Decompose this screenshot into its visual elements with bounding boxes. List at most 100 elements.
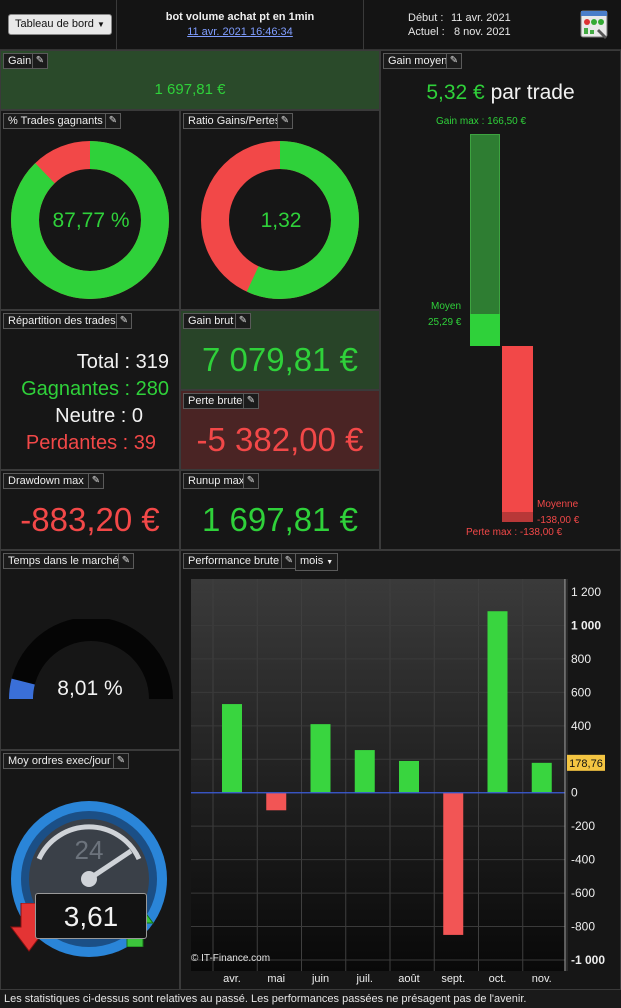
- last-value-marker: [567, 754, 605, 771]
- donut-gain-arc: [201, 141, 359, 299]
- wrench-icon[interactable]: ✎: [446, 53, 462, 69]
- neutral-value: 0: [131, 405, 143, 427]
- divider: [116, 0, 117, 50]
- wrench-icon[interactable]: ✎: [116, 313, 132, 329]
- last-value-label: 178,76: [569, 758, 603, 770]
- ratio-title: Ratio Gains/Pertes: [183, 113, 286, 129]
- bar: [531, 762, 552, 793]
- avg-gain-label: Moyen: [431, 301, 462, 312]
- orders-value-box: [35, 893, 147, 939]
- average-gain-suffix: par trade: [490, 81, 575, 104]
- period-select[interactable]: mois ▼: [295, 553, 339, 571]
- win-rate-value: 87,77 %: [52, 209, 130, 232]
- dashboard-settings-icon[interactable]: [580, 9, 610, 41]
- chevron-down-icon: ▼: [326, 559, 334, 566]
- bar: [487, 611, 508, 793]
- winners-label: Gagnantes :: [21, 378, 131, 400]
- runup-value: 1 697,81 €: [202, 501, 358, 538]
- drawdown-title: Drawdown max: [3, 473, 89, 489]
- ratio-value: 1,32: [260, 209, 302, 232]
- avg-gain-value: 25,29 €: [428, 317, 462, 328]
- distribution-title: Répartition des trades: [3, 313, 121, 329]
- bar: [222, 704, 242, 793]
- performance-title: Performance brute: [183, 553, 285, 569]
- gross-loss-value: -5 382,00 €: [196, 421, 364, 458]
- y-tick-label: -400: [571, 853, 595, 867]
- performance-panel: Performance brute ✎ mois ▼ 1 200 1 000 800…: [180, 550, 621, 990]
- gross-gain-title: Gain brut: [183, 313, 239, 329]
- distribution-list: Total : 319 Gagnantes : 280 Neutre : 0 P…: [1, 349, 169, 457]
- drawdown-value: -883,20 €: [20, 501, 160, 538]
- y-tick-label: 1 200: [571, 585, 601, 599]
- win-rate-panel: % Trades gagnants ✎ 87,77 %: [0, 110, 180, 310]
- ratio-donut: [201, 141, 359, 299]
- x-tick-label: août: [398, 973, 419, 985]
- watermark: © IT-Finance.com: [191, 953, 271, 964]
- wrench-icon[interactable]: ✎: [235, 313, 251, 329]
- average-gain-panel: Gain moyen ✎ 5,32 € par trade Gain max :…: [380, 50, 621, 550]
- orders-per-day-title: Moy ordres exec/jour: [3, 753, 116, 769]
- wrench-icon[interactable]: ✎: [113, 753, 129, 769]
- win-rate-donut: [11, 141, 169, 299]
- time-in-market-panel: Temps dans le marché ✎ 8,01 %: [0, 550, 180, 750]
- timestamp-link[interactable]: 11 avr. 2021 16:46:34: [187, 26, 293, 38]
- current-date: 8 nov. 2021: [454, 26, 511, 38]
- x-tick-label: juin: [311, 973, 329, 985]
- wrench-icon[interactable]: ✎: [118, 553, 134, 569]
- avg-loss-label: Moyenne: [537, 499, 579, 510]
- max-gain-bar: [470, 133, 500, 346]
- losers-row: Perdantes : 39: [1, 430, 169, 457]
- wrench-icon[interactable]: ✎: [277, 113, 293, 129]
- average-gain-line: 5,32 € par trade: [381, 81, 620, 105]
- orders-per-day-value: 3,61: [63, 901, 119, 932]
- runup-title: Runup max: [183, 473, 250, 489]
- chart-bars: [191, 579, 566, 971]
- start-date: 11 avr. 2021: [451, 12, 511, 24]
- winners-row: Gagnantes : 280: [1, 376, 169, 403]
- dashboard-select[interactable]: Tableau de bord ▼: [8, 14, 112, 35]
- wrench-icon[interactable]: ✎: [105, 113, 121, 129]
- gross-gain-panel: Gain brut ✎ 7 079,81 €: [180, 310, 380, 390]
- gross-gain-value: 7 079,81 €: [202, 341, 358, 378]
- total-row: Total : 319: [1, 349, 169, 376]
- y-tick-label: -600: [571, 886, 595, 900]
- divider: [363, 0, 364, 50]
- wrench-icon[interactable]: ✎: [243, 473, 259, 489]
- top-bar: Tableau de bord ▼ bot volume achat pt en…: [0, 0, 621, 50]
- gauge-track: [9, 619, 173, 700]
- wrench-icon[interactable]: ✎: [32, 53, 48, 69]
- bar: [266, 792, 287, 811]
- gain-panel: Gain ✎ 1 697,81 €: [0, 50, 380, 110]
- x-tick-label: juil.: [355, 973, 373, 985]
- average-gain-title: Gain moyen: [383, 53, 453, 69]
- time-in-market-value: 8,01 %: [57, 677, 123, 700]
- clock-number: 24: [75, 835, 104, 865]
- y-tick-label: -200: [571, 819, 595, 833]
- x-tick-label: nov.: [532, 973, 552, 985]
- start-label: Début :: [408, 12, 444, 24]
- wrench-icon[interactable]: ✎: [243, 393, 259, 409]
- y-tick-label: 400: [571, 719, 591, 733]
- average-gain-value: 5,32 €: [426, 81, 485, 104]
- chart-marker: 178,76: [567, 754, 605, 771]
- drawdown-panel: Drawdown max ✎ -883,20 €: [0, 470, 180, 550]
- winners-value: 280: [135, 378, 169, 400]
- y-tick-label: 1 000: [571, 618, 601, 632]
- x-tick-label: oct.: [489, 973, 507, 985]
- y-tick-label: -1 000: [571, 953, 605, 967]
- avg-loss-bar: [502, 511, 533, 522]
- y-tick-label: 0: [571, 786, 578, 800]
- strategy-name: bot volume achat pt en 1min: [165, 11, 315, 23]
- x-tick-label: sept.: [441, 973, 465, 985]
- total-label: Total :: [76, 351, 131, 373]
- wrench-icon[interactable]: ✎: [88, 473, 104, 489]
- bar: [443, 792, 464, 935]
- neutral-row: Neutre : 0: [1, 403, 169, 430]
- x-tick-label: avr.: [223, 973, 241, 985]
- losers-value: 39: [133, 432, 156, 454]
- max-gain-label: Gain max : 166,50 €: [436, 116, 527, 127]
- gain-value: 1 697,81 €: [154, 81, 226, 98]
- x-tick-label: mai: [267, 973, 285, 985]
- period-select-label: mois: [300, 555, 324, 567]
